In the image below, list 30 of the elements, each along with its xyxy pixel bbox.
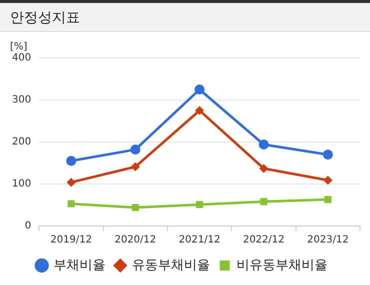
point <box>196 201 204 208</box>
x-tick-label: 2022/12 <box>242 234 284 246</box>
point <box>194 84 205 94</box>
point <box>323 176 332 185</box>
point <box>130 162 140 172</box>
point <box>259 164 268 173</box>
point <box>130 144 140 155</box>
point <box>324 196 332 204</box>
point <box>66 178 76 187</box>
y-tick-label: 200 <box>12 136 32 148</box>
point <box>260 198 268 206</box>
x-tick-label: 2020/12 <box>114 234 156 246</box>
point <box>66 156 76 166</box>
point <box>68 200 75 208</box>
chart-title: 안정성지표 <box>0 0 370 32</box>
legend-label: 비유동부채비율 <box>236 258 328 273</box>
point <box>132 204 139 212</box>
y-tick-label: 0 <box>24 220 32 232</box>
point <box>322 150 333 160</box>
y-tick-label: 400 <box>12 52 32 64</box>
y-tick-label: 100 <box>12 178 32 190</box>
legend-label: 부채비율 <box>53 258 106 273</box>
x-tick-label: 2023/12 <box>307 234 349 246</box>
y-axis-title: [%] <box>10 42 28 53</box>
x-tick-label: 2019/12 <box>50 234 92 246</box>
point <box>195 106 204 115</box>
point <box>258 140 269 150</box>
x-tick-label: 2021/12 <box>178 234 220 246</box>
y-tick-label: 300 <box>12 94 32 106</box>
legend-label: 유동부채비율 <box>132 258 210 273</box>
